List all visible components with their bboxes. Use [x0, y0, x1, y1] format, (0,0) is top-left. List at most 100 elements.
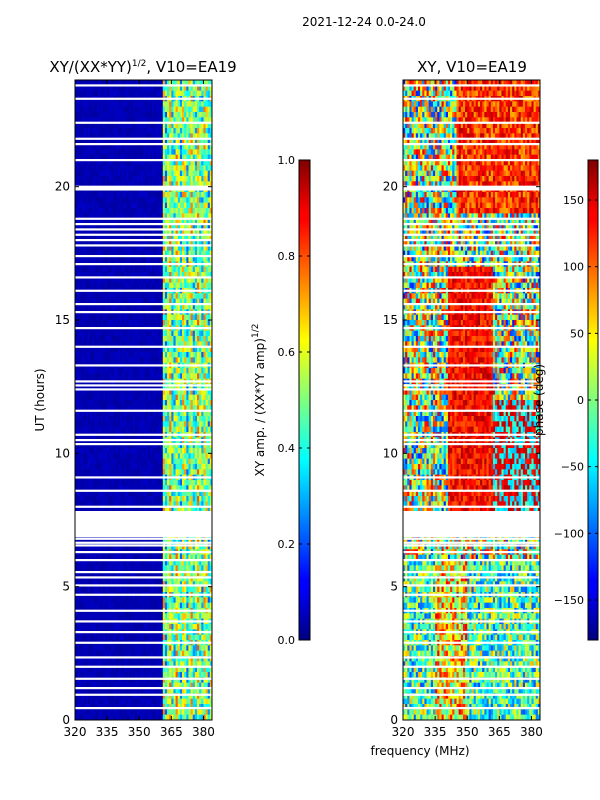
amp-heatmap-cell	[124, 224, 127, 230]
amp-heatmap-cell	[201, 224, 204, 230]
amp-heatmap-cell	[107, 389, 110, 396]
amp-heatmap-cell	[177, 405, 181, 412]
amp-heatmap-cell	[182, 293, 185, 300]
amp-heatmap-cell	[100, 85, 104, 92]
amp-heatmap-cell	[85, 384, 89, 390]
amp-heatmap-cell	[179, 122, 183, 129]
amp-heatmap-cell	[143, 330, 147, 337]
amp-heatmap-cell	[203, 272, 206, 278]
amp-heatmap-cell	[139, 384, 142, 390]
amp-heatmap-cell	[87, 229, 91, 236]
amp-heatmap-cell	[94, 490, 97, 497]
amp-heatmap-cell	[83, 421, 87, 428]
amp-heatmap-cell	[149, 101, 153, 108]
amp-heatmap-cell	[169, 144, 172, 150]
amp-heatmap-cell	[83, 389, 87, 396]
amp-heatmap-cell	[179, 176, 183, 182]
amp-heatmap-cell	[109, 229, 112, 236]
amp-heatmap-cell	[209, 80, 213, 86]
amp-heatmap-cell	[124, 352, 127, 358]
amp-heatmap-cell	[79, 90, 82, 97]
amp-heatmap-cell	[109, 234, 112, 241]
amp-heatmap-cell	[126, 197, 129, 204]
amp-heatmap-cell	[79, 304, 82, 310]
amp-heatmap-cell	[203, 213, 206, 220]
amp-heatmap-cell	[143, 368, 147, 374]
amp-heatmap-cell	[134, 485, 138, 492]
amp-heatmap-cell	[141, 448, 144, 454]
amp-heatmap-cell	[130, 192, 134, 198]
amp-heatmap-cell	[128, 202, 132, 209]
amp-heatmap-cell	[205, 208, 209, 214]
amp-heatmap-cell	[199, 357, 202, 364]
amp-heatmap-cell	[184, 298, 187, 305]
amp-heatmap-cell	[130, 357, 134, 364]
amp-heatmap-cell	[192, 250, 196, 257]
amp-heatmap-cell	[119, 464, 123, 470]
amp-heatmap-cell	[147, 490, 151, 497]
amp-heatmap-cell	[77, 128, 80, 134]
amp-heatmap-cell	[134, 218, 138, 225]
amp-heatmap-cell	[87, 90, 91, 97]
amp-heatmap-cell	[104, 90, 108, 97]
amp-heatmap-cell	[143, 197, 147, 204]
amp-heatmap-cell	[201, 277, 204, 284]
amp-heatmap-cell	[197, 112, 200, 118]
amp-heatmap-cell	[162, 298, 166, 305]
amp-heatmap-cell	[177, 346, 181, 353]
amp-heatmap-cell	[92, 368, 95, 374]
amp-heatmap-cell	[175, 448, 179, 454]
amp-heatmap-cell	[154, 426, 157, 433]
amp-heatmap-cell	[83, 106, 87, 113]
amp-heatmap-cell	[182, 282, 185, 289]
amp-heatmap-cell	[141, 490, 144, 497]
amp-heatmap-cell	[109, 106, 112, 113]
amp-heatmap-cell	[83, 218, 87, 225]
amp-heatmap-cell	[160, 181, 164, 188]
amp-heatmap-cell	[119, 250, 123, 257]
amp-heatmap-cell	[169, 453, 172, 460]
amp-heatmap-cell	[173, 410, 177, 417]
amp-heatmap-cell	[83, 490, 87, 497]
amp-heatmap-cell	[152, 245, 155, 252]
amp-heatmap-cell	[94, 298, 97, 305]
amp-heatmap-cell	[184, 192, 187, 198]
amp-heatmap-cell	[75, 320, 78, 326]
amp-heatmap-cell	[128, 266, 132, 273]
amp-heatmap-cell	[137, 346, 140, 353]
amp-heatmap-cell	[79, 384, 82, 390]
amp-heatmap-cell	[169, 128, 172, 134]
amp-heatmap-cell	[152, 453, 155, 460]
amp-heatmap-cell	[143, 352, 147, 358]
amp-heatmap-cell	[85, 464, 89, 470]
amp-heatmap-cell	[126, 330, 129, 337]
amp-heatmap-cell	[98, 458, 102, 465]
amp-heatmap-cell	[77, 101, 80, 108]
amp-heatmap-cell	[158, 218, 162, 225]
amp-heatmap-cell	[122, 405, 125, 412]
amp-heatmap-cell	[177, 458, 181, 465]
amp-heatmap-cell	[115, 256, 119, 262]
amp-heatmap-cell	[134, 117, 138, 124]
amp-heatmap-cell	[203, 192, 206, 198]
amp-heatmap-cell	[192, 485, 196, 492]
amp-heatmap-cell	[145, 218, 149, 225]
amp-heatmap-cell	[109, 80, 112, 86]
amp-heatmap-cell	[149, 405, 153, 412]
amp-heatmap-cell	[87, 149, 91, 156]
amp-heatmap-cell	[92, 133, 95, 140]
amp-heatmap-cell	[158, 170, 162, 177]
amp-heatmap-cell	[190, 165, 194, 172]
amp-heatmap-cell	[87, 160, 91, 166]
amp-heatmap-cell	[169, 224, 172, 230]
amp-heatmap-cell	[77, 266, 80, 273]
amp-heatmap-cell	[182, 224, 185, 230]
amp-heatmap-cell	[199, 405, 202, 412]
amp-heatmap-cell	[149, 442, 153, 449]
amp-heatmap-cell	[199, 85, 202, 92]
amp-heatmap-cell	[132, 448, 136, 454]
amp-heatmap-cell	[207, 202, 211, 209]
amp-heatmap-cell	[77, 416, 80, 422]
amp-heatmap-cell	[126, 170, 129, 177]
amp-heatmap-cell	[175, 208, 179, 214]
